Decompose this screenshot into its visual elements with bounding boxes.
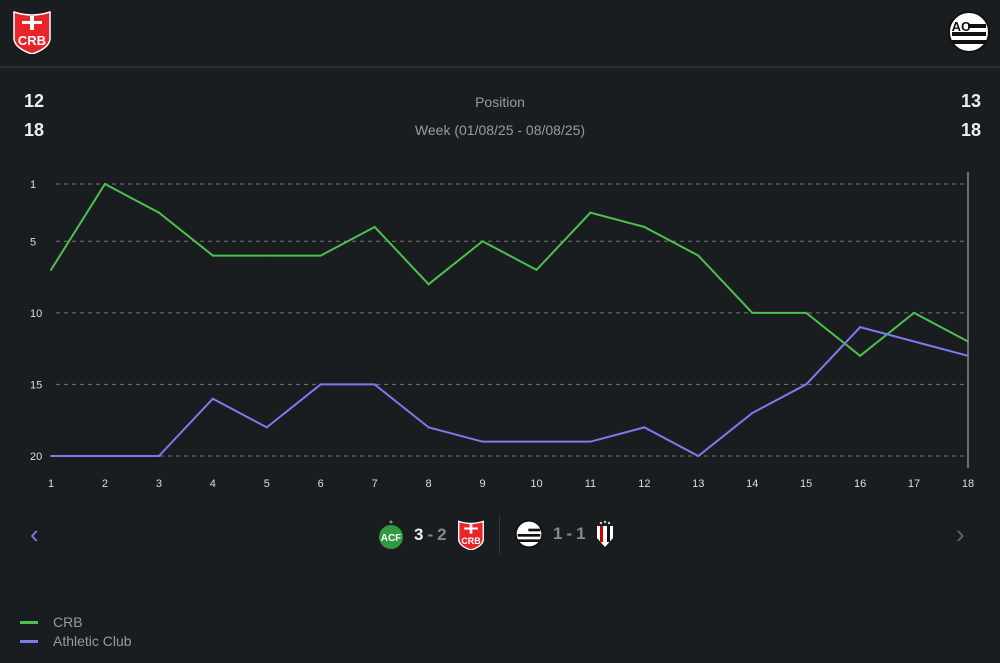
header-divider [0,66,1000,68]
data-point [805,383,808,386]
x-tick-label: 2 [102,478,108,490]
x-tick-label: 8 [426,478,432,490]
position-label: Position [475,94,525,110]
data-point [157,455,160,457]
svg-text:ACF: ACF [381,533,402,544]
data-point [805,311,808,314]
data-point [319,254,322,257]
away-week: 18 [960,120,981,140]
x-tick-label: 13 [692,478,704,490]
data-point [589,211,592,214]
x-tick-label: 12 [638,478,650,490]
x-tick-label: 15 [800,478,812,490]
data-point [643,426,646,429]
chapecoense-logo: ACF [379,520,403,549]
data-point [643,225,646,228]
legend-swatch [20,620,38,624]
x-tick-label: 18 [962,478,974,490]
data-point [211,397,214,400]
next-arrow-icon[interactable]: › [956,519,965,549]
data-point [751,311,754,314]
x-tick-label: 3 [156,478,162,490]
svg-text:CRB: CRB [18,33,46,48]
legend-swatch [20,639,38,643]
data-point [697,254,700,257]
x-tick-label: 4 [210,478,216,490]
data-point [967,354,969,357]
data-point [481,440,484,443]
match-divider [499,516,500,554]
x-tick-label: 1 [48,478,54,490]
data-point [427,283,430,286]
y-tick-label: 5 [30,236,36,248]
data-point [50,455,52,457]
x-tick-label: 6 [318,478,324,490]
data-point [481,240,484,243]
atletico-go-logo [596,520,613,547]
data-point [859,326,862,329]
legend-athletic[interactable]: Athletic Club [20,633,132,649]
series-line-athletic [51,326,969,458]
y-tick-label: 15 [30,379,42,391]
data-point [589,440,592,443]
x-tick-label: 11 [585,478,596,490]
score-away: 1 [576,524,586,543]
score-away: 2 [437,525,447,544]
match-1[interactable]: ACF 3- 2 CRB [378,520,485,550]
data-point [913,340,916,343]
data-point [265,254,268,257]
x-tick-label: 10 [530,478,542,490]
data-point [319,383,322,386]
data-point [751,412,754,415]
x-tick-label: 17 [908,478,920,490]
home-position: 12 [24,91,45,111]
series-line-crb [50,182,969,358]
data-point [427,426,430,429]
data-point [157,211,160,214]
data-point [265,426,268,429]
match-2[interactable]: 1- 1 [515,520,614,548]
score-home: 1 [553,524,563,543]
data-point [211,254,214,257]
y-tick-label: 10 [30,308,42,320]
prev-arrow-icon[interactable]: ‹ [30,519,39,549]
data-point [535,440,538,443]
y-tick-label: 1 [30,179,36,191]
data-point [373,225,376,228]
data-point [859,354,862,357]
data-point [913,311,916,314]
svg-text:AC: AC [952,19,971,34]
away-position: 13 [960,91,981,111]
data-point [535,268,538,271]
x-tick-label: 5 [264,478,270,490]
svg-text:CRB: CRB [461,536,480,546]
week-label: Week (01/08/25 - 08/08/25) [414,122,586,138]
legend-label: CRB [53,614,83,630]
x-tick-label: 14 [746,478,758,490]
legend-label: Athletic Club [53,633,132,649]
crb-logo: CRB [12,10,52,59]
data-point [373,383,376,386]
data-point [50,268,52,271]
data-point [103,183,106,185]
home-week: 18 [24,120,45,140]
athletic-small-logo [515,520,543,548]
score-home: 3 [414,525,424,544]
crb-small-logo: CRB [457,520,484,550]
data-point [967,340,969,343]
y-tick-label: 20 [30,451,42,463]
x-tick-label: 9 [479,478,485,490]
legend-crb[interactable]: CRB [20,614,83,630]
data-point [103,455,106,457]
x-tick-label: 16 [854,478,866,490]
x-tick-label: 7 [372,478,378,490]
athletic-logo: AC [948,11,990,58]
data-point [697,455,700,457]
